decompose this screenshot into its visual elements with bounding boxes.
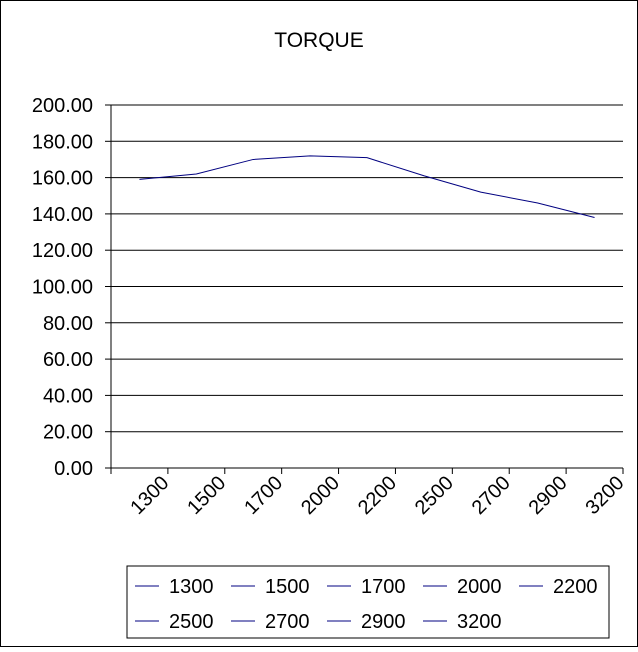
y-tick-label: 20.00 [43,422,93,444]
legend-label: 3200 [457,611,502,633]
legend: 1300 1500 1700 2000 2200 2500 2700 2900 3200 [127,566,609,638]
legend-label: 1700 [361,576,406,598]
legend-label: 2200 [553,576,598,598]
y-tick-label: 60.00 [43,349,93,371]
legend-label: 2000 [457,576,502,598]
legend-label: 2900 [361,611,406,633]
legend-label: 1500 [265,576,310,598]
y-tick-label: 120.00 [32,240,93,262]
chart-title: TORQUE [274,29,363,52]
y-tick-label: 80.00 [43,313,93,335]
y-tick-label: 200.00 [32,95,93,117]
legend-label: 2700 [265,611,310,633]
y-tick-label: 180.00 [32,131,93,153]
y-tick-label: 100.00 [32,277,93,299]
legend-label: 2500 [169,611,214,633]
y-tick-label: 0.00 [54,458,93,480]
legend-label: 1300 [169,576,214,598]
y-tick-label: 140.00 [32,204,93,226]
y-tick-label: 40.00 [43,385,93,407]
y-tick-label: 160.00 [32,168,93,190]
